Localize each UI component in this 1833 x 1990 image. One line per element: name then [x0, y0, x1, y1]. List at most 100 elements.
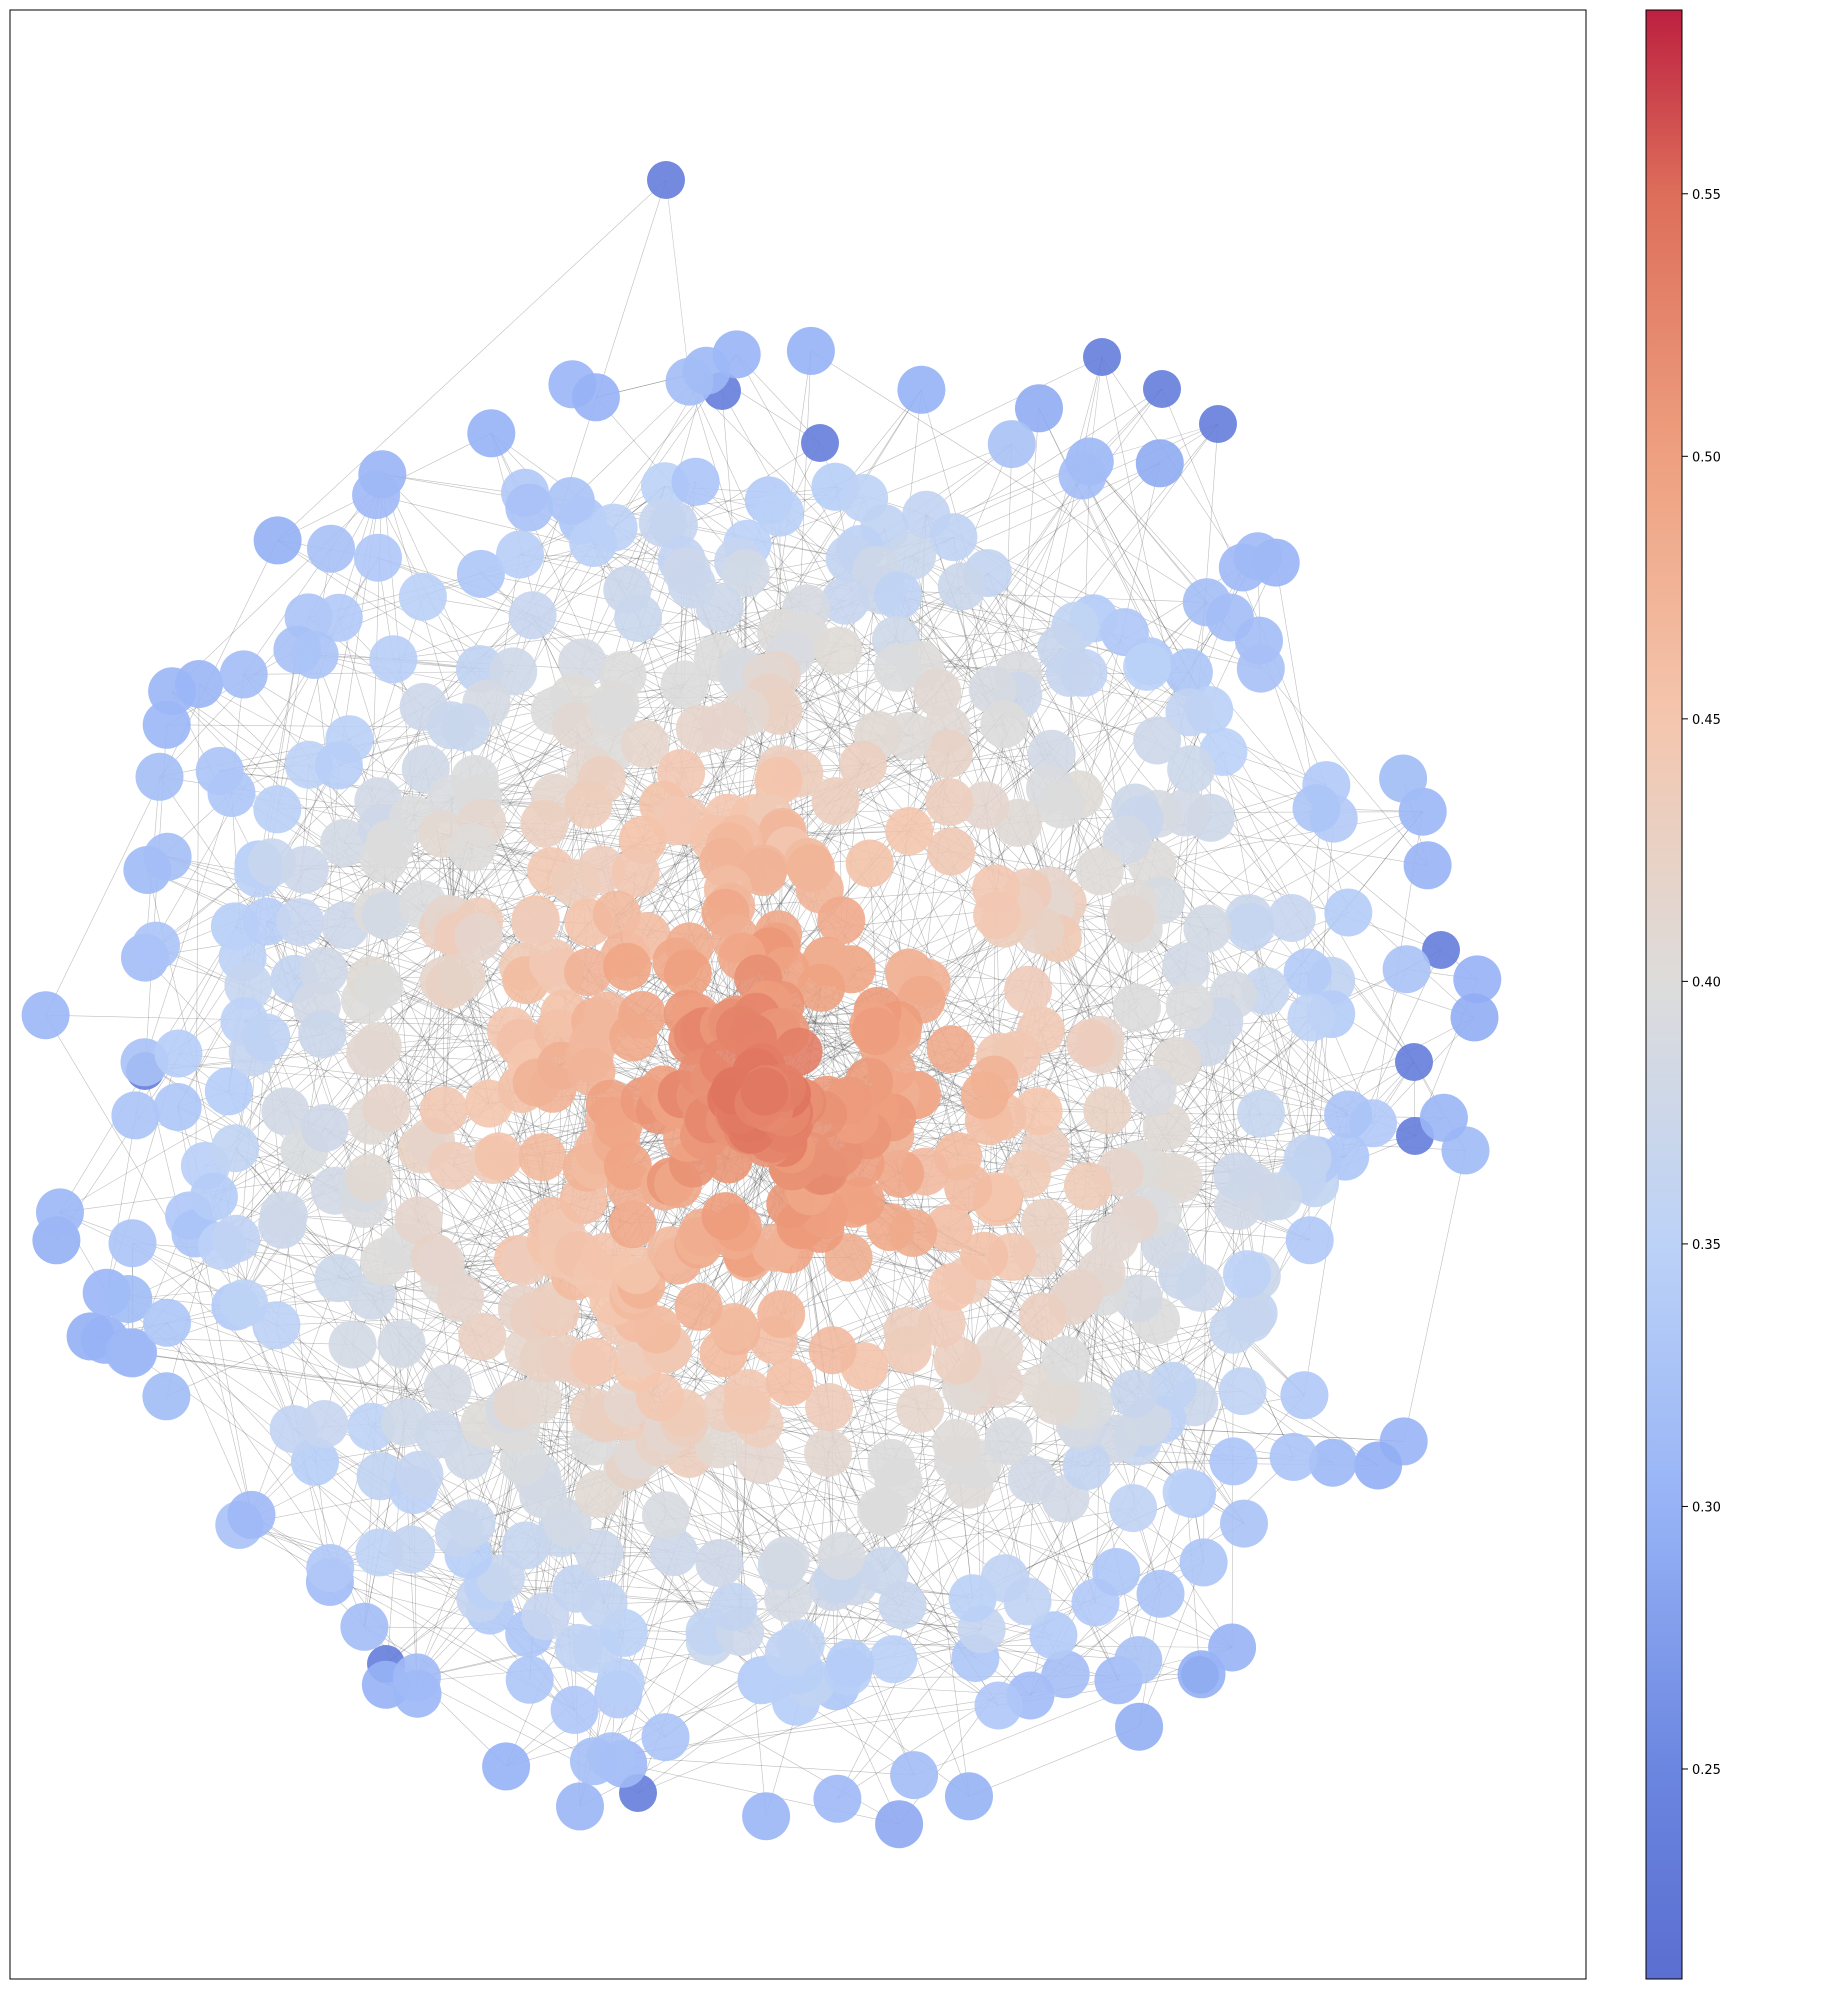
graph-edge: [800, 1643, 1233, 1648]
colorbar-tick-label: 0.50: [1692, 450, 1721, 465]
graph-node: [423, 1364, 472, 1412]
graph-node: [1213, 1152, 1262, 1201]
graph-node: [960, 1071, 1009, 1120]
colorbar: 0.25 0.30 0.35 0.40 0.45 0.50 0.55: [1645, 9, 1721, 1980]
graph-node: [873, 643, 922, 692]
graph-edge: [1250, 926, 1318, 1161]
graph-node: [933, 1336, 982, 1385]
graph-node: [261, 1087, 310, 1136]
graph-node: [1123, 642, 1172, 691]
graph-edge: [235, 1046, 379, 1307]
graph-node: [700, 701, 749, 750]
graph-node: [242, 1013, 291, 1062]
graph-edge: [166, 1322, 252, 1516]
graph-edge: [1018, 674, 1138, 1008]
graph-node: [153, 1083, 202, 1131]
graph-node: [695, 583, 744, 632]
graph-node: [36, 1188, 84, 1237]
graph-node: [253, 785, 302, 834]
graph-node: [352, 471, 401, 520]
graph-edge: [314, 654, 783, 833]
graph-node: [360, 834, 408, 883]
graph-node: [709, 1303, 758, 1351]
graph-node: [253, 516, 302, 565]
graph-node: [1382, 945, 1431, 994]
graph-edge: [257, 873, 553, 1306]
graph-node: [932, 1418, 981, 1467]
graph-edge: [860, 1200, 1310, 1241]
graph-node: [564, 780, 613, 829]
graph-node: [1114, 1636, 1163, 1685]
graph-edge: [413, 1490, 418, 1678]
graph-edge: [797, 637, 1064, 903]
graph-node: [1083, 1086, 1132, 1135]
graph-edge: [899, 907, 1051, 1174]
graph-node: [1218, 543, 1267, 592]
graph-node: [377, 1319, 426, 1368]
graph-edge: [1049, 617, 1231, 789]
graph-edge: [881, 590, 1207, 603]
graph-node: [1066, 1019, 1115, 1068]
graph-node: [1045, 648, 1094, 697]
graph-node: [513, 1375, 562, 1424]
graph-node: [242, 897, 291, 946]
graph-node: [307, 524, 355, 573]
graph-node: [392, 1653, 441, 1702]
graph-node: [108, 1219, 157, 1268]
graph-edge: [1403, 1150, 1466, 1442]
graph-edge: [271, 862, 617, 915]
graph-node: [937, 562, 986, 611]
graph-node: [154, 1029, 203, 1078]
graph-node: [1113, 983, 1161, 1032]
graph-node: [1220, 1499, 1268, 1548]
graph-node: [458, 1312, 507, 1361]
graph-node: [588, 687, 637, 736]
graph-node: [896, 1384, 945, 1433]
graph-node: [354, 962, 403, 1011]
graph-node: [839, 740, 887, 789]
graph-node: [924, 729, 973, 778]
graph-node: [111, 1091, 160, 1140]
graph-node: [224, 961, 273, 1010]
graph-node: [913, 668, 962, 717]
graph-node: [1395, 1043, 1433, 1081]
graph-edge: [283, 1215, 331, 1569]
graph-node: [757, 1290, 806, 1339]
graph-edge: [1181, 1013, 1332, 1276]
graph-node: [805, 1383, 854, 1431]
graph-node: [808, 1326, 857, 1375]
graph-node: [135, 752, 184, 801]
graph-node: [875, 1800, 924, 1849]
graph-node: [328, 1320, 377, 1369]
graph-edge: [596, 1408, 921, 1650]
graph-edge: [213, 966, 524, 1197]
graph-node: [1015, 384, 1063, 433]
graph-node: [314, 741, 363, 790]
graph-node: [1109, 1484, 1158, 1533]
graph-node: [945, 1772, 993, 1821]
graph-edge: [902, 1604, 1139, 1661]
graph-node: [387, 1525, 436, 1574]
graph-node: [1102, 815, 1151, 864]
graph-edge: [985, 1313, 1254, 1371]
graph-node: [817, 896, 866, 945]
graph-node: [927, 827, 976, 876]
graph-edge: [1291, 811, 1423, 919]
graph-node: [817, 1531, 866, 1580]
graph-node: [804, 1428, 853, 1477]
graph-edge: [338, 617, 490, 1104]
graph-edge: [968, 1726, 1140, 1797]
graph-node: [755, 488, 804, 537]
graph-edge: [537, 1399, 710, 1632]
graph-node: [436, 1274, 485, 1322]
graph-node: [1165, 688, 1214, 737]
graph-node: [474, 1132, 523, 1181]
graph-node: [511, 898, 560, 947]
graph-edge: [364, 1626, 595, 1762]
graph-node: [1106, 894, 1155, 943]
graph-node: [774, 1027, 823, 1076]
graph-edge: [1062, 463, 1161, 903]
colorbar-tick-label: 0.45: [1692, 713, 1721, 728]
graph-edge: [402, 1135, 705, 1247]
